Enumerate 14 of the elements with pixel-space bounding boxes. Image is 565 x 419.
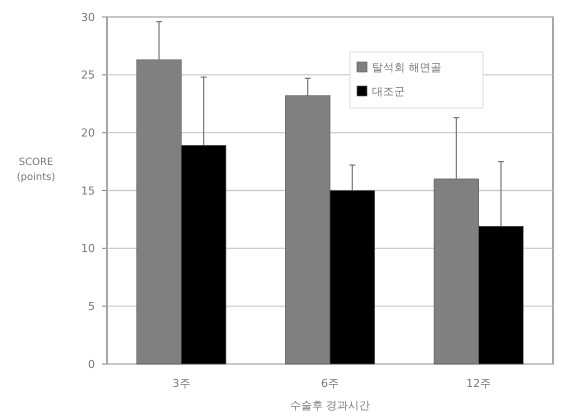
y-tick-label: 30	[81, 10, 95, 24]
x-tick-label: 3주	[172, 377, 190, 390]
y-tick-label: 15	[81, 184, 95, 198]
y-tick-label: 25	[81, 68, 95, 82]
y-tick-label: 0	[88, 358, 95, 371]
y-tick-label: 10	[81, 242, 95, 256]
y-axis-title: SCORE (points)	[16, 157, 56, 183]
x-tick-label: 6주	[321, 377, 339, 390]
y-tick-label: 20	[81, 126, 95, 140]
y-tick-label: 5	[88, 300, 95, 314]
legend-label: 대조군	[372, 84, 405, 98]
x-axis-title: 수술후 경과시간	[290, 399, 370, 412]
legend-label: 탈석회 해면골	[372, 60, 442, 74]
x-tick-label: 12주	[466, 377, 492, 390]
